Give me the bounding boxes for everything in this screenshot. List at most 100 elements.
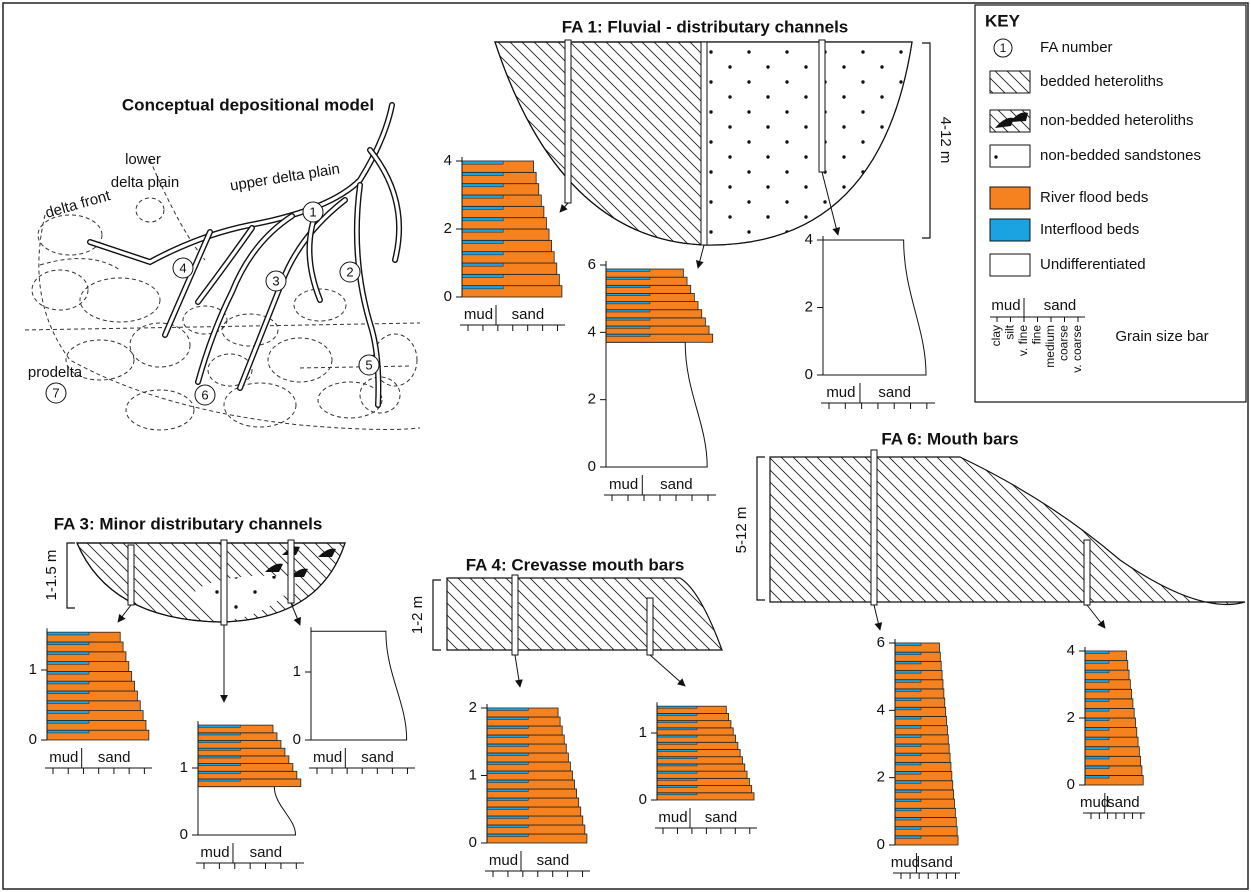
log-tick-label: 2 xyxy=(1067,709,1075,726)
core xyxy=(647,598,653,655)
log-tick-label: 1 xyxy=(180,759,188,776)
sand-label: sand xyxy=(660,476,693,493)
thickness-label: 5-12 m xyxy=(733,507,750,554)
thickness-label: 1-2 m xyxy=(409,596,426,634)
panel-title: FA 4: Crevasse mouth bars xyxy=(466,555,685,574)
interflood-bed xyxy=(657,706,697,708)
interflood-bed xyxy=(47,662,89,665)
mud-label: mud xyxy=(49,749,78,766)
interflood-bed xyxy=(1085,699,1109,702)
mud-label: mud xyxy=(464,306,493,323)
mud-label: mud xyxy=(891,854,920,871)
grain-size: v. fine xyxy=(1016,325,1030,356)
core xyxy=(512,575,518,655)
grain-size: silt xyxy=(1003,324,1017,339)
grain-size: medium xyxy=(1043,325,1057,368)
interflood-bed xyxy=(1085,651,1109,654)
log-tick-label: 0 xyxy=(293,731,301,748)
fa-number: 1 xyxy=(309,204,316,219)
interflood-bed xyxy=(1085,680,1109,683)
grain-size: coarse xyxy=(1057,325,1071,361)
sand-label: sand xyxy=(537,852,570,869)
interflood-bed xyxy=(47,720,89,723)
sand-label: sand xyxy=(98,749,131,766)
model-label: delta plain xyxy=(111,174,179,191)
key-swatch-river xyxy=(990,187,1030,209)
mud-label: mud xyxy=(658,809,687,826)
log-tick-label: 2 xyxy=(444,220,452,237)
interflood-bed xyxy=(198,725,240,727)
key-title: KEY xyxy=(985,11,1021,30)
mud-label: mud xyxy=(826,384,855,401)
interflood-bed xyxy=(462,218,503,221)
interflood-bed xyxy=(47,701,89,704)
log-tick-label: 0 xyxy=(29,731,37,748)
interflood-bed xyxy=(487,708,528,711)
log-tick-label: 0 xyxy=(469,834,477,851)
interflood-bed xyxy=(462,240,503,243)
interflood-bed xyxy=(462,252,503,255)
interflood-bed xyxy=(462,229,503,232)
core xyxy=(701,42,707,245)
interflood-bed xyxy=(1085,728,1109,731)
interflood-bed xyxy=(1085,689,1109,692)
interflood-bed xyxy=(606,269,650,271)
log-tick-label: 0 xyxy=(639,791,647,808)
fa-number: 6 xyxy=(201,387,208,402)
model-title: Conceptual depositional model xyxy=(122,95,374,114)
key-item: Interflood beds xyxy=(1040,221,1139,238)
core xyxy=(221,540,227,625)
log-tick-label: 2 xyxy=(805,298,813,315)
mud-label: mud xyxy=(609,476,638,493)
key-sand: sand xyxy=(1044,297,1077,314)
key-swatch-hatch xyxy=(990,71,1030,93)
log-tick-label: 4 xyxy=(877,701,885,718)
interflood-bed xyxy=(462,206,503,209)
core xyxy=(565,40,571,203)
log-tick-label: 0 xyxy=(444,288,452,305)
core xyxy=(1084,540,1090,605)
log-tick-label: 4 xyxy=(444,152,452,169)
page: Depositional model and facies associatio… xyxy=(0,0,1251,892)
grain-size: clay xyxy=(989,325,1003,346)
model-label: lower xyxy=(125,151,161,168)
key-item: FA number xyxy=(1040,39,1113,56)
fa-number: 4 xyxy=(179,260,186,275)
log-tick-label: 4 xyxy=(1067,642,1075,659)
interflood-bed xyxy=(47,671,89,674)
panel-title: FA 3: Minor distributary channels xyxy=(54,514,323,533)
key-swatch-undiff xyxy=(990,254,1030,276)
key-grain-label: Grain size bar xyxy=(1115,328,1208,345)
key-item: bedded heteroliths xyxy=(1040,73,1163,90)
key-swatch-dots xyxy=(990,145,1030,167)
sand-label: sand xyxy=(361,749,394,766)
interflood-bed xyxy=(462,263,503,266)
log-tick-label: 0 xyxy=(1067,776,1075,793)
key-item: non-bedded heteroliths xyxy=(1040,112,1193,129)
interflood-bed xyxy=(462,274,503,277)
thickness-label: 4-12 m xyxy=(937,117,954,164)
interflood-bed xyxy=(462,195,503,198)
interflood-bed xyxy=(462,172,503,175)
mud-label: mud xyxy=(489,852,518,869)
key-swatch-interflood xyxy=(990,219,1030,241)
log-tick-label: 2 xyxy=(877,769,885,786)
log-tick-label: 1 xyxy=(29,661,37,678)
interflood-bed xyxy=(1085,737,1109,740)
interflood-bed xyxy=(47,681,89,684)
log-tick-label: 1 xyxy=(293,663,301,680)
page-body: {"model": {"title": "Conceptual depositi… xyxy=(0,0,1251,892)
log-tick-label: 0 xyxy=(588,458,596,475)
interflood-bed xyxy=(47,642,89,645)
log-tick-label: 0 xyxy=(180,826,188,843)
key-fa-symbol: 1 xyxy=(1000,41,1007,55)
mud-label: mud xyxy=(200,844,229,861)
interflood-bed xyxy=(47,652,89,655)
log-tick-label: 4 xyxy=(588,323,596,340)
interflood-bed xyxy=(1085,661,1109,664)
fa-number: 7 xyxy=(52,385,59,400)
fa-number: 3 xyxy=(272,273,279,288)
interflood-bed xyxy=(47,632,89,635)
interflood-bed xyxy=(47,691,89,694)
interflood-bed xyxy=(47,711,89,714)
